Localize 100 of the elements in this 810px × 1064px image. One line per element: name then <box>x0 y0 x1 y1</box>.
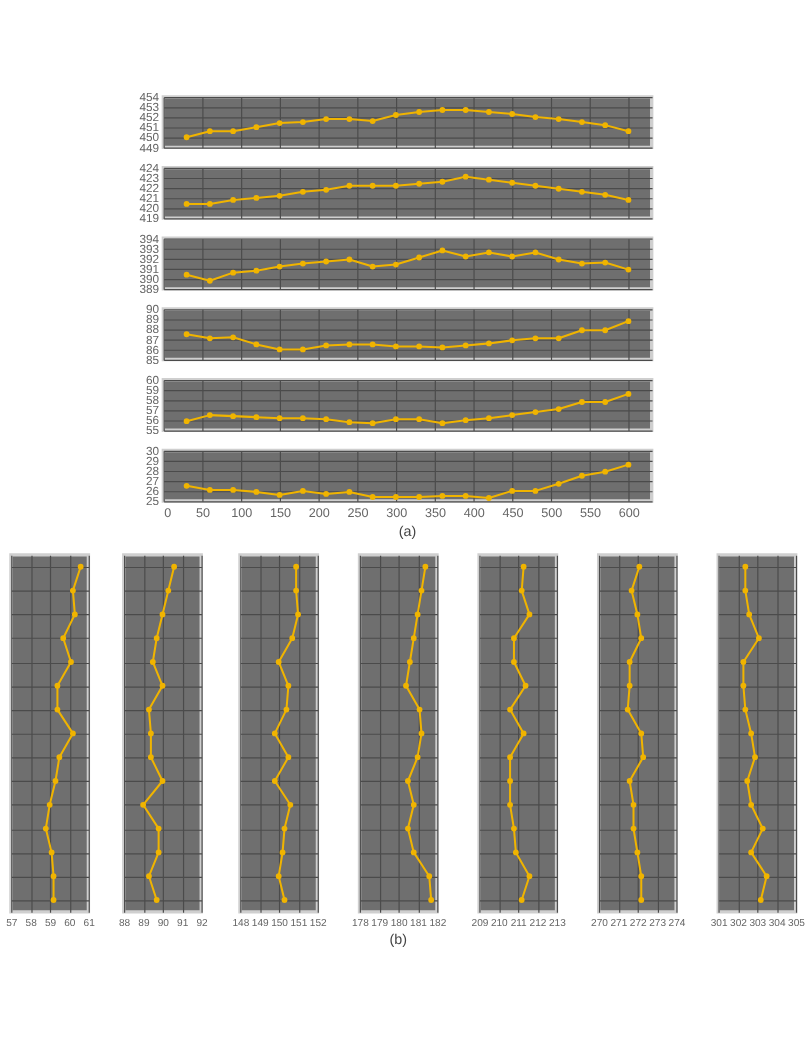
point <box>763 873 770 880</box>
point <box>638 897 645 903</box>
point <box>518 897 525 903</box>
point <box>155 849 162 856</box>
point <box>532 487 539 494</box>
point <box>740 682 747 689</box>
point <box>346 256 353 263</box>
point <box>281 897 288 903</box>
point <box>630 825 637 832</box>
point <box>369 420 376 427</box>
point <box>159 778 166 784</box>
point <box>293 587 300 594</box>
point <box>748 849 755 856</box>
point <box>507 754 513 761</box>
point <box>625 318 632 325</box>
point <box>48 849 55 856</box>
point <box>56 754 63 761</box>
point <box>369 494 376 500</box>
point <box>602 259 609 266</box>
point <box>416 416 423 423</box>
point <box>422 563 429 570</box>
point <box>555 256 562 263</box>
point <box>638 730 645 737</box>
point <box>392 416 399 423</box>
point <box>439 493 446 499</box>
point <box>410 635 417 642</box>
point <box>759 825 766 832</box>
point <box>299 119 306 126</box>
point <box>230 334 237 341</box>
point <box>369 182 376 189</box>
point <box>486 109 492 115</box>
point <box>253 194 260 201</box>
point <box>579 327 585 334</box>
point <box>346 182 353 189</box>
line-series <box>183 318 632 353</box>
point <box>636 563 643 570</box>
point <box>46 801 53 808</box>
point <box>414 754 421 761</box>
point <box>511 659 517 665</box>
point <box>289 635 296 642</box>
point <box>253 341 260 348</box>
point <box>624 706 631 713</box>
point <box>369 118 376 124</box>
point <box>206 128 213 135</box>
point <box>507 706 513 713</box>
point <box>410 849 417 856</box>
point <box>299 346 306 353</box>
point <box>439 247 446 254</box>
point <box>532 114 539 120</box>
point <box>526 873 533 880</box>
point <box>625 461 632 468</box>
point <box>279 849 286 856</box>
point <box>439 420 446 427</box>
point <box>405 825 411 832</box>
line-series <box>183 173 632 207</box>
point <box>626 659 633 665</box>
point <box>276 346 283 353</box>
line-series <box>183 461 632 501</box>
point <box>323 491 330 497</box>
point <box>276 492 283 498</box>
point <box>77 563 84 570</box>
point <box>323 258 330 265</box>
point <box>625 128 632 135</box>
point <box>346 419 353 426</box>
point <box>518 587 525 594</box>
point <box>206 335 213 342</box>
point <box>159 611 166 618</box>
point <box>742 587 749 594</box>
point <box>50 873 57 880</box>
point <box>369 341 376 348</box>
line-series <box>183 390 632 427</box>
point <box>486 495 492 501</box>
point <box>153 897 160 903</box>
point <box>532 249 539 256</box>
point <box>276 192 283 199</box>
point <box>403 682 409 689</box>
point <box>253 414 260 421</box>
point <box>555 185 562 192</box>
point <box>230 269 237 276</box>
point <box>486 249 492 256</box>
point <box>626 682 633 689</box>
point <box>183 134 190 141</box>
point <box>626 778 633 784</box>
point <box>602 327 609 334</box>
point <box>628 587 635 594</box>
point <box>206 277 213 284</box>
point <box>171 563 178 570</box>
point <box>416 254 423 261</box>
point <box>744 778 751 784</box>
point <box>752 754 758 761</box>
point <box>555 335 562 342</box>
point <box>638 873 645 880</box>
point <box>276 415 283 422</box>
point <box>509 412 516 419</box>
point <box>159 682 166 689</box>
point <box>579 188 585 195</box>
point <box>416 180 423 187</box>
point <box>50 897 57 903</box>
point <box>439 178 446 185</box>
point <box>406 659 413 665</box>
